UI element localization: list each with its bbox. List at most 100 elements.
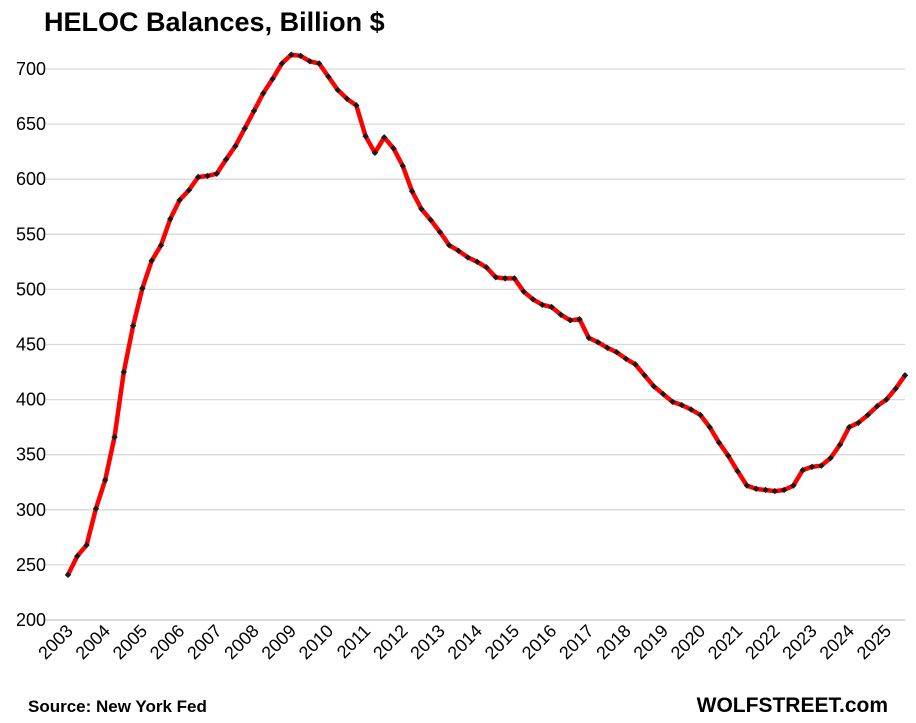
y-tick-label: 650 xyxy=(16,114,46,134)
data-point xyxy=(539,301,546,309)
x-tick-label: 2016 xyxy=(518,621,560,663)
data-point xyxy=(446,242,453,249)
data-point xyxy=(64,571,72,579)
brand-watermark: WOLFSTREET.com xyxy=(696,694,888,717)
data-point xyxy=(557,311,565,318)
data-point xyxy=(269,75,276,83)
data-point xyxy=(436,228,444,236)
x-tick-label: 2006 xyxy=(146,621,188,663)
data-point xyxy=(548,303,555,311)
source-note: Source: New York Fed xyxy=(28,697,207,716)
data-point xyxy=(529,296,537,303)
x-tick-label: 2020 xyxy=(667,621,709,663)
x-tick-label: 2022 xyxy=(741,621,783,663)
data-point xyxy=(288,51,295,58)
y-tick-label: 600 xyxy=(16,169,46,189)
data-point xyxy=(120,368,127,376)
data-point xyxy=(74,552,81,560)
data-point xyxy=(808,463,816,471)
x-tick-label: 2009 xyxy=(258,621,300,663)
data-point xyxy=(195,173,202,181)
data-point xyxy=(687,406,695,413)
data-point xyxy=(567,317,574,324)
data-point xyxy=(306,58,313,65)
x-tick-label: 2004 xyxy=(72,621,114,663)
data-point xyxy=(92,505,100,512)
data-point xyxy=(260,90,267,97)
x-tick-label: 2017 xyxy=(555,621,597,663)
data-point xyxy=(362,133,369,140)
x-tick-label: 2023 xyxy=(778,621,820,663)
data-point xyxy=(83,541,90,549)
data-point xyxy=(390,145,397,152)
data-point xyxy=(315,60,323,67)
y-tick-label: 250 xyxy=(16,555,46,575)
data-point xyxy=(408,188,416,195)
data-point xyxy=(799,466,806,474)
y-tick-label: 700 xyxy=(16,59,46,79)
data-point xyxy=(297,52,304,59)
data-point xyxy=(864,411,871,419)
data-point xyxy=(325,73,332,80)
data-point xyxy=(381,134,388,141)
data-point xyxy=(353,102,360,109)
data-point xyxy=(678,401,685,409)
data-point xyxy=(697,411,704,419)
series-heloc xyxy=(64,51,909,579)
data-point xyxy=(604,344,611,352)
x-tick-label: 2008 xyxy=(220,621,262,663)
data-point xyxy=(204,172,211,180)
chart-title: HELOC Balances, Billion $ xyxy=(44,7,385,37)
data-point xyxy=(855,419,862,426)
data-point xyxy=(139,285,146,292)
data-point xyxy=(511,275,518,282)
x-tick-label: 2019 xyxy=(630,621,672,663)
data-point xyxy=(241,125,248,132)
x-tick-label: 2025 xyxy=(853,621,895,663)
x-tick-label: 2014 xyxy=(444,621,486,663)
data-point xyxy=(102,476,109,484)
data-point xyxy=(167,215,174,223)
data-point xyxy=(660,390,667,398)
data-point xyxy=(185,187,193,194)
data-point xyxy=(780,486,788,494)
y-tick-label: 500 xyxy=(16,279,46,299)
data-point xyxy=(818,462,825,469)
data-point xyxy=(725,452,732,460)
data-point xyxy=(873,403,881,410)
data-point xyxy=(790,482,797,489)
data-point xyxy=(501,275,509,282)
data-point xyxy=(585,334,592,342)
y-axis-ticks: 200 250 300 350 400 450 500 550 600 650 700 xyxy=(16,59,46,630)
data-point xyxy=(613,349,620,356)
data-point xyxy=(846,423,853,431)
y-tick-label: 200 xyxy=(16,610,46,630)
data-point xyxy=(901,372,909,379)
data-point xyxy=(111,433,118,441)
data-point xyxy=(474,258,481,266)
x-tick-label: 2011 xyxy=(333,621,375,663)
data-point xyxy=(594,339,602,346)
data-point xyxy=(492,274,499,281)
data-point xyxy=(213,170,220,177)
data-point xyxy=(892,385,899,392)
data-point xyxy=(427,216,434,224)
data-point xyxy=(157,242,165,249)
data-point xyxy=(371,149,379,156)
data-point xyxy=(650,383,658,390)
data-point xyxy=(129,322,137,329)
x-tick-label: 2015 xyxy=(481,621,523,663)
data-point xyxy=(827,454,834,462)
data-point xyxy=(250,107,258,115)
data-point xyxy=(418,205,425,213)
y-tick-label: 550 xyxy=(16,224,46,244)
data-point xyxy=(576,315,583,323)
y-tick-label: 450 xyxy=(16,335,46,355)
data-point xyxy=(176,196,183,204)
x-tick-label: 2012 xyxy=(369,621,411,663)
data-point xyxy=(622,355,630,363)
data-point xyxy=(483,264,490,271)
x-tick-label: 2024 xyxy=(816,621,858,663)
x-tick-label: 2013 xyxy=(406,621,448,663)
gridlines xyxy=(46,68,905,566)
